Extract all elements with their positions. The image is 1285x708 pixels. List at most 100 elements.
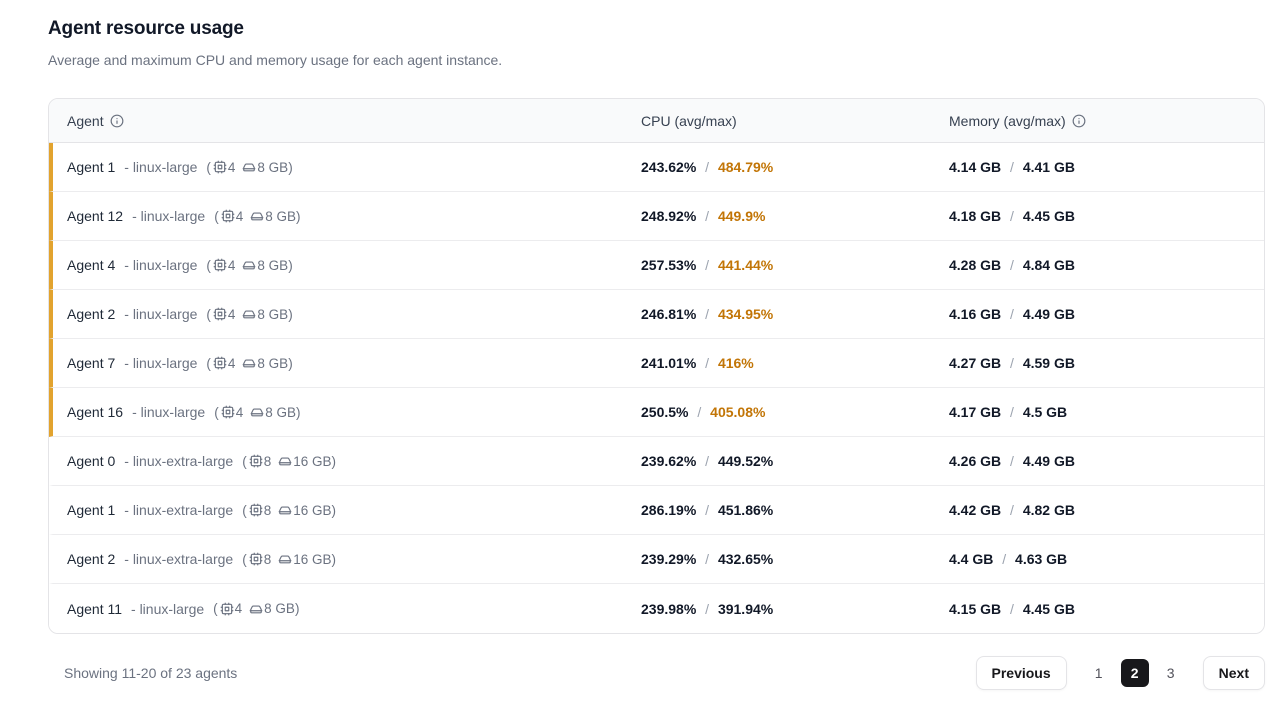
paren-close: ) — [288, 159, 293, 175]
table-row: Agent 0 - linux-extra-large ( 8 16 GB) 2… — [49, 437, 1264, 486]
cpu-cell: 239.29% / 432.65% — [641, 551, 949, 567]
info-icon[interactable] — [110, 114, 124, 128]
value-separator: / — [1010, 600, 1014, 617]
memory-max-value: 4.45 GB — [1022, 600, 1075, 617]
cpu-cell: 239.98% / 391.94% — [641, 601, 949, 617]
memory-avg-value: 4.17 GB — [949, 404, 1002, 420]
table-row: Agent 1 - linux-extra-large ( 8 16 GB) 2… — [49, 486, 1264, 535]
agent-ram-size: 8 GB — [257, 159, 289, 175]
memory-icon — [250, 209, 264, 223]
value-separator: / — [1010, 306, 1014, 322]
agent-ram-size: 8 GB — [265, 208, 296, 224]
cpu-avg-value: 239.62% — [641, 453, 697, 469]
agent-instance-type: - linux-large — [124, 306, 198, 322]
agent-cpu-count: 4 — [227, 355, 236, 371]
table-row: Agent 4 - linux-large ( 4 8 GB) 257.53% … — [49, 241, 1264, 290]
paren-open: ( — [214, 404, 219, 420]
cpu-max-value: 391.94% — [717, 600, 774, 617]
agent-ram-size: 8 GB — [257, 355, 289, 371]
cpu-max-value: 449.9% — [717, 208, 766, 224]
column-header-memory: Memory (avg/max) — [949, 113, 1264, 129]
agent-cpu-count: 8 — [263, 551, 272, 567]
memory-avg-value: 4.27 GB — [949, 355, 1002, 371]
agent-usage-table: Agent CPU (avg/max) Memory (avg/max) Age… — [48, 98, 1265, 634]
value-separator: / — [1010, 453, 1014, 469]
paren-close: ) — [288, 257, 293, 273]
paren-open: ( — [214, 208, 219, 224]
agent-instance-type: - linux-extra-large — [124, 453, 234, 469]
agent-cell: Agent 2 - linux-large ( 4 8 GB) — [53, 306, 641, 322]
agent-cell: Agent 4 - linux-large ( 4 8 GB) — [53, 257, 641, 273]
next-button[interactable]: Next — [1202, 656, 1265, 690]
memory-avg-value: 4.28 GB — [949, 257, 1002, 273]
value-separator: / — [705, 306, 710, 322]
cpu-cell: 257.53% / 441.44% — [641, 257, 949, 273]
memory-max-value: 4.5 GB — [1022, 404, 1068, 420]
value-separator: / — [705, 159, 710, 175]
paren-close: ) — [331, 551, 337, 567]
previous-button[interactable]: Previous — [975, 656, 1067, 690]
cpu-chip-icon — [221, 209, 235, 223]
agent-spec: ( 4 8 GB) — [214, 405, 300, 420]
paren-close: ) — [288, 306, 293, 322]
page-2-button[interactable]: 2 — [1120, 659, 1149, 687]
agent-cell: Agent 1 - linux-extra-large ( 8 16 GB) — [53, 502, 641, 518]
cpu-cell: 286.19% / 451.86% — [641, 502, 949, 518]
agent-instance-type: - linux-large — [124, 257, 198, 273]
agent-spec: ( 4 8 GB) — [206, 160, 292, 175]
agent-cpu-count: 4 — [235, 208, 244, 224]
agent-cell: Agent 16 - linux-large ( 4 8 GB) — [53, 404, 641, 420]
cpu-cell: 243.62% / 484.79% — [641, 159, 949, 175]
agent-instance-type: - linux-large — [132, 404, 206, 420]
memory-max-value: 4.45 GB — [1022, 208, 1075, 224]
table-body: Agent 1 - linux-large ( 4 8 GB) 243.62% … — [49, 143, 1264, 633]
cpu-chip-icon — [249, 454, 263, 468]
cpu-avg-value: 246.81% — [641, 306, 697, 322]
page-1-button[interactable]: 1 — [1085, 659, 1113, 687]
agent-ram-size: 8 GB — [264, 601, 295, 616]
cpu-chip-icon — [213, 307, 227, 321]
column-header-memory-label: Memory (avg/max) — [949, 112, 1066, 129]
page-title: Agent resource usage — [48, 18, 244, 39]
memory-icon — [250, 405, 264, 419]
paren-close: ) — [294, 601, 300, 616]
value-separator: / — [705, 453, 710, 469]
memory-icon — [242, 307, 256, 321]
memory-cell: 4.42 GB / 4.82 GB — [949, 502, 1264, 518]
info-icon[interactable] — [1072, 114, 1086, 128]
memory-icon — [242, 160, 256, 174]
agent-cell: Agent 2 - linux-extra-large ( 8 16 GB) — [53, 551, 641, 567]
value-separator: / — [1010, 355, 1014, 371]
paren-close: ) — [288, 355, 293, 371]
paren-open: ( — [206, 159, 211, 175]
agent-instance-type: - linux-extra-large — [124, 502, 234, 518]
column-header-cpu: CPU (avg/max) — [641, 113, 949, 129]
agent-name: Agent 16 — [67, 404, 124, 420]
memory-cell: 4.16 GB / 4.49 GB — [949, 306, 1264, 322]
agent-name: Agent 12 — [67, 208, 124, 224]
agent-instance-type: - linux-large — [124, 159, 198, 175]
agent-cpu-count: 4 — [227, 257, 236, 273]
agent-cell: Agent 1 - linux-large ( 4 8 GB) — [53, 159, 641, 175]
memory-avg-value: 4.18 GB — [949, 208, 1002, 224]
page-3-button[interactable]: 3 — [1157, 659, 1185, 687]
agent-name: Agent 7 — [67, 355, 116, 371]
table-row: Agent 12 - linux-large ( 4 8 GB) 248.92%… — [49, 192, 1264, 241]
memory-cell: 4.15 GB / 4.45 GB — [949, 601, 1264, 617]
paren-open: ( — [206, 257, 211, 273]
table-row: Agent 11 - linux-large ( 4 8 GB) 239.98%… — [49, 584, 1264, 633]
memory-max-value: 4.84 GB — [1022, 257, 1075, 273]
agent-spec: ( 4 8 GB) — [213, 601, 299, 616]
agent-spec: ( 4 8 GB) — [206, 307, 292, 322]
paren-close: ) — [295, 404, 301, 420]
value-separator: / — [1010, 159, 1014, 175]
memory-icon — [242, 258, 256, 272]
memory-max-value: 4.59 GB — [1022, 355, 1075, 371]
agent-cell: Agent 7 - linux-large ( 4 8 GB) — [53, 355, 641, 371]
agent-ram-size: 8 GB — [257, 257, 289, 273]
agent-cell: Agent 0 - linux-extra-large ( 8 16 GB) — [53, 453, 641, 469]
value-separator: / — [705, 600, 710, 617]
